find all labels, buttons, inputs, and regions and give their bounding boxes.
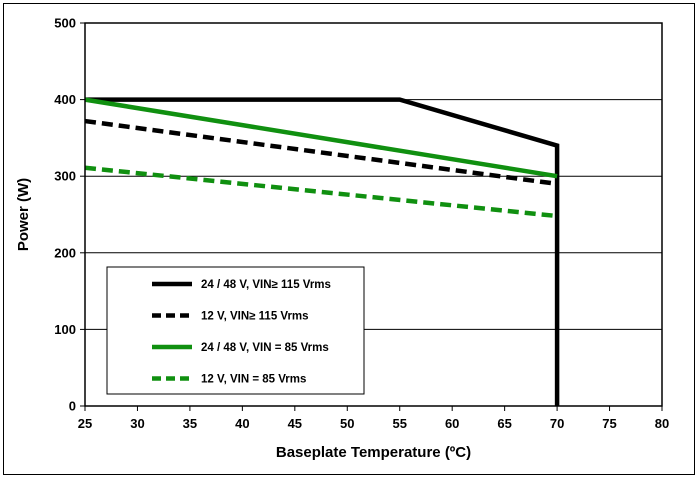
x-tick-label: 55	[392, 416, 406, 431]
legend: 24 / 48 V, VIN≥ 115 Vrms 12 V, VIN≥ 115 V…	[106, 266, 365, 395]
x-tick-label: 25	[78, 416, 92, 431]
plot-area-border	[84, 22, 663, 407]
y-axis-title: Power (W)	[15, 178, 32, 251]
series-layer	[84, 97, 560, 406]
legend-box	[106, 266, 365, 395]
chart-frame	[3, 3, 695, 475]
x-tick-label: 30	[130, 416, 144, 431]
x-tick-labels: 25 30 35 40 45 50 55 60 65 70 75 80	[78, 406, 669, 431]
x-tick-label: 65	[497, 416, 511, 431]
y-tick-label: 400	[54, 92, 76, 107]
x-tick-label: 80	[655, 416, 669, 431]
series-line-1	[85, 97, 560, 406]
y-tick-label: 100	[54, 322, 76, 337]
legend-label: 24 / 48 V, VIN≥ 115 Vrms	[201, 279, 331, 291]
x-tick-label: 75	[602, 416, 616, 431]
x-tick-label: 50	[340, 416, 354, 431]
y-tick-label: 300	[54, 169, 76, 184]
y-tick-labels: 0 100 200 300 400 500	[54, 16, 85, 414]
x-axis-title: Baseplate Temperature (ºC)	[276, 444, 471, 461]
x-tick-label: 35	[183, 416, 197, 431]
y-tick-label: 0	[69, 399, 76, 414]
series-line-3	[84, 97, 558, 179]
series-line-2	[84, 118, 558, 187]
x-tick-label: 45	[288, 416, 302, 431]
legend-label: 12 V, VIN = 85 Vrms	[201, 374, 306, 386]
x-tick-label: 70	[550, 416, 564, 431]
legend-label: 24 / 48 V, VIN = 85 Vrms	[201, 342, 329, 354]
y-tick-label: 500	[54, 16, 76, 31]
legend-label: 12 V, VIN≥ 115 Vrms	[201, 311, 309, 323]
series-line-4	[84, 165, 558, 219]
y-tick-label: 200	[54, 245, 76, 260]
x-tick-label: 60	[445, 416, 459, 431]
x-tick-label: 40	[235, 416, 249, 431]
